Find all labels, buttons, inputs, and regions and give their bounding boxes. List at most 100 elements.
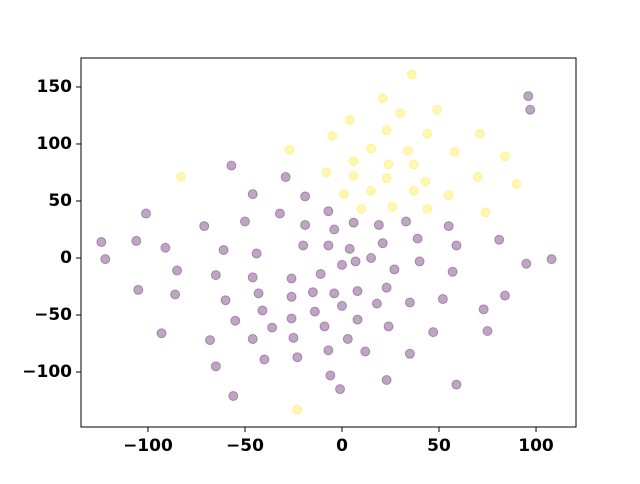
point (377, 93, 388, 104)
point (356, 203, 367, 214)
point (300, 219, 311, 230)
point (327, 130, 338, 141)
point (348, 217, 359, 228)
point (381, 125, 392, 136)
point (381, 173, 392, 184)
point (239, 216, 250, 227)
point (284, 144, 295, 155)
point (220, 295, 231, 306)
point (338, 189, 349, 200)
point (286, 291, 297, 302)
point (288, 332, 299, 343)
y-tick-label: −50 (34, 305, 72, 325)
point (348, 156, 359, 167)
point (325, 370, 336, 381)
plot-frame (80, 57, 577, 428)
point (247, 189, 258, 200)
point (432, 104, 443, 115)
point (546, 254, 557, 265)
point (408, 185, 419, 196)
x-tick-label: 0 (336, 436, 348, 456)
point (404, 297, 415, 308)
point (389, 264, 400, 275)
point (352, 286, 363, 297)
point (210, 361, 221, 372)
point (156, 328, 167, 339)
point (170, 289, 181, 300)
point (292, 404, 303, 415)
point (451, 379, 462, 390)
point (230, 315, 241, 326)
point (422, 203, 433, 214)
point (228, 390, 239, 401)
point (292, 352, 303, 363)
point (251, 248, 262, 259)
point (274, 208, 285, 219)
point (511, 178, 522, 189)
x-tick-label: −100 (123, 436, 173, 456)
point (286, 273, 297, 284)
point (408, 159, 419, 170)
point (323, 240, 334, 251)
point (210, 270, 221, 281)
point (523, 91, 534, 102)
point (406, 69, 417, 80)
point (199, 221, 210, 232)
point (160, 242, 171, 253)
point (404, 348, 415, 359)
point (360, 346, 371, 357)
point (350, 256, 361, 267)
point (257, 305, 268, 316)
point (494, 234, 505, 245)
point (499, 290, 510, 301)
point (383, 159, 394, 170)
point (335, 384, 346, 395)
point (96, 237, 107, 248)
point (352, 314, 363, 325)
x-tick-label: −50 (226, 436, 264, 456)
point (373, 219, 384, 230)
y-tick-label: 0 (60, 248, 72, 268)
point (300, 191, 311, 202)
point (366, 185, 377, 196)
point (342, 333, 353, 344)
point (387, 201, 398, 212)
point (307, 287, 318, 298)
point (366, 253, 377, 264)
point (100, 254, 111, 265)
point (348, 170, 359, 181)
point (141, 208, 152, 219)
point (172, 265, 183, 276)
point (474, 128, 485, 139)
point (447, 266, 458, 277)
point (377, 238, 388, 249)
point (422, 128, 433, 139)
point (480, 207, 491, 218)
point (420, 176, 431, 187)
point (309, 306, 320, 317)
point (226, 160, 237, 171)
point (414, 256, 425, 267)
point (286, 313, 297, 324)
point (336, 259, 347, 270)
point (218, 245, 229, 256)
point (329, 224, 340, 235)
point (247, 272, 258, 283)
point (478, 304, 489, 315)
point (395, 108, 406, 119)
x-tick-label: 100 (518, 436, 554, 456)
y-tick-label: 150 (37, 77, 73, 97)
point (175, 172, 186, 183)
point (267, 322, 278, 333)
point (259, 354, 270, 365)
point (437, 294, 448, 305)
point (205, 335, 216, 346)
point (412, 233, 423, 244)
point (381, 375, 392, 386)
point (298, 240, 309, 251)
point (482, 325, 493, 336)
point (315, 268, 326, 279)
point (521, 258, 532, 269)
point (247, 333, 258, 344)
